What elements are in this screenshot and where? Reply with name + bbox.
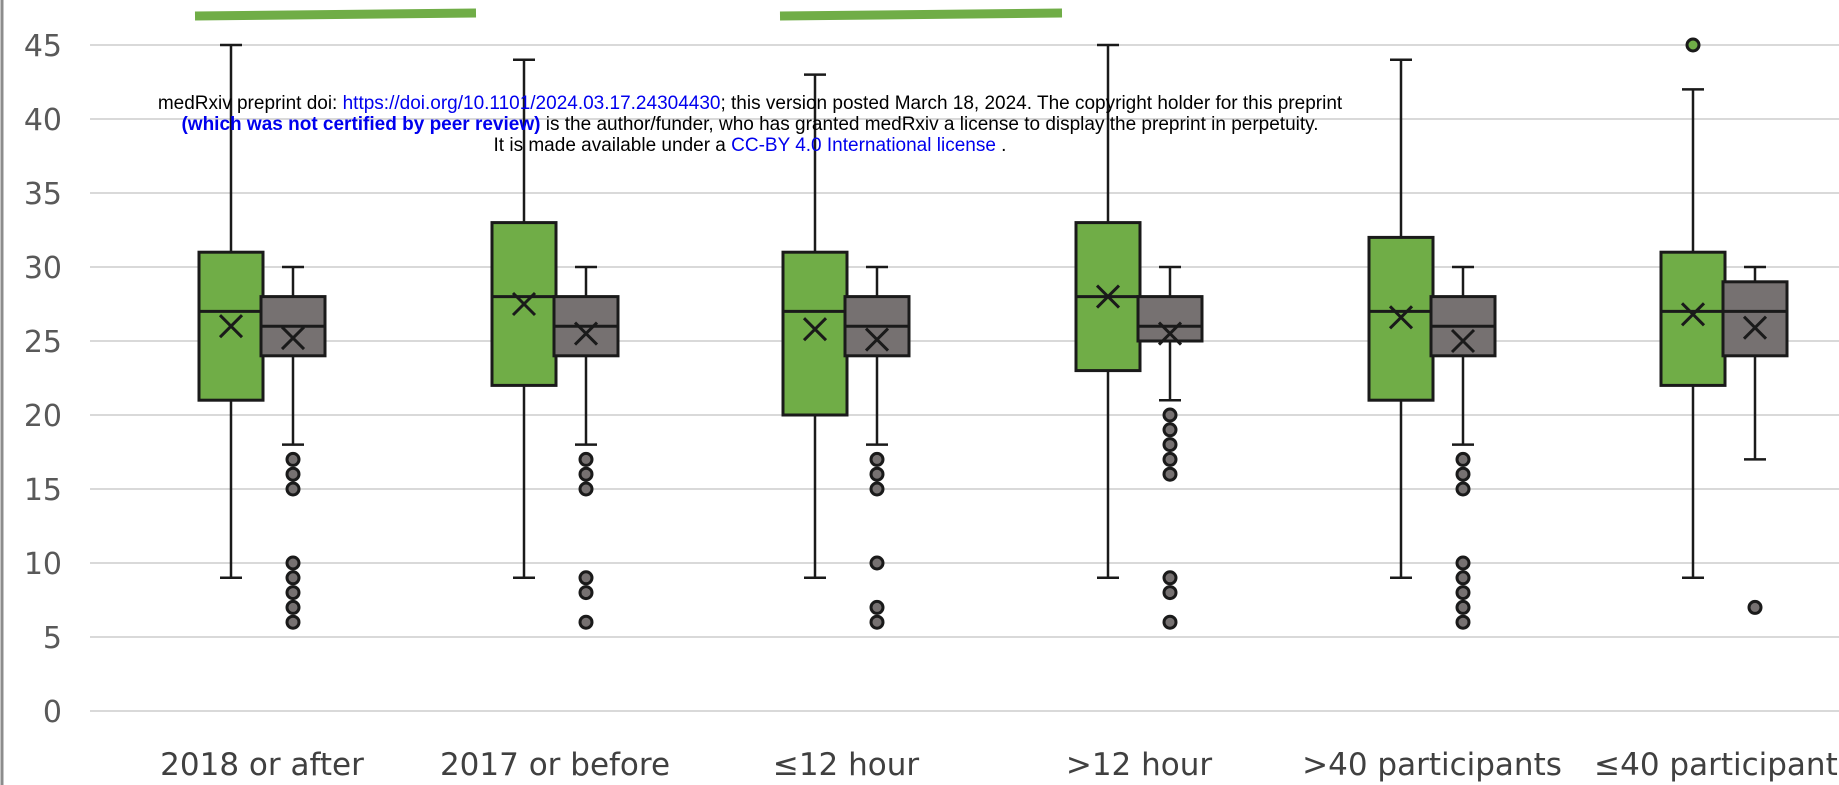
mean-marker (280, 325, 306, 351)
mean-marker (802, 317, 828, 342)
outlier-point (285, 451, 301, 467)
box-plot (552, 265, 620, 630)
outlier-point (869, 555, 885, 571)
preprint-notice-line2: (which was not certified by peer review)… (0, 114, 1500, 135)
mean-marker (1450, 328, 1476, 354)
notice-line1-prefix: medRxiv preprint doi: (157, 93, 343, 114)
box-plot (197, 43, 265, 580)
doi-link[interactable]: https://doi.org/10.1101/2024.03.17.24304… (342, 93, 721, 114)
outlier-point (1455, 555, 1471, 571)
outlier-point (285, 585, 301, 601)
outlier-point (1685, 37, 1701, 53)
x-axis-category-labels: 2018 or after 2017 or before ≤12 hour >12 h… (160, 747, 1839, 783)
outlier-point (285, 570, 301, 586)
x-category-label: >12 hour (1066, 747, 1213, 783)
y-tick-label: 25 (24, 325, 62, 360)
outlier-point (869, 481, 885, 497)
outlier-point (1455, 599, 1471, 615)
y-tick-label: 30 (24, 251, 62, 286)
outlier-point (1162, 422, 1178, 438)
box-plot (259, 265, 327, 630)
y-tick-label: 35 (24, 177, 62, 212)
outlier-point (1455, 570, 1471, 586)
y-tick-label: 5 (43, 621, 62, 656)
outlier-point (1455, 481, 1471, 497)
outlier-point (1455, 614, 1471, 630)
box-plot (1721, 265, 1789, 615)
outlier-point (285, 599, 301, 615)
outlier-point (1162, 407, 1178, 423)
box-plot (490, 58, 558, 580)
preprint-notice: medRxiv preprint doi: https://doi.org/10… (0, 93, 1500, 114)
peer-review-note: (which was not certified by peer review) (181, 114, 541, 135)
outlier-point (869, 466, 885, 482)
header-stripe-2 (779, 8, 1063, 21)
outlier-point (869, 451, 885, 467)
mean-marker (1388, 305, 1414, 330)
box-plot (1136, 265, 1204, 630)
outlier-point (1455, 451, 1471, 467)
mean-marker (1157, 321, 1183, 346)
outlier-point (1162, 614, 1178, 630)
box-plot (1429, 265, 1497, 630)
outlier-point (1162, 466, 1178, 482)
notice-line1-suffix: ; this version posted March 18, 2024. Th… (720, 93, 1343, 114)
outlier-point (285, 555, 301, 571)
mean-marker (573, 321, 599, 346)
x-category-label: 2018 or after (160, 747, 364, 783)
y-tick-label: 45 (24, 29, 62, 64)
mean-marker (218, 314, 244, 339)
box-plot (781, 73, 849, 580)
notice-line3-prefix: It is made available under a (493, 135, 732, 156)
y-tick-label: 40 (24, 103, 62, 138)
outlier-point (1162, 451, 1178, 467)
y-tick-label: 15 (24, 473, 62, 508)
x-category-label: 2017 or before (440, 747, 670, 783)
mean-marker (1680, 302, 1706, 327)
outlier-point (1455, 466, 1471, 482)
outlier-point (578, 585, 594, 601)
outlier-point (578, 570, 594, 586)
outlier-point (1162, 570, 1178, 586)
notice-line2-suffix: is the author/funder, who has granted me… (540, 114, 1319, 135)
gridlines (90, 44, 1839, 712)
box-plot (1367, 58, 1435, 580)
outlier-point (285, 466, 301, 482)
outlier-point (578, 466, 594, 482)
preprint-notice-line3: It is made available under a CC-BY 4.0 I… (0, 135, 1500, 156)
license-link[interactable]: CC-BY 4.0 International license (731, 135, 996, 156)
box-plot (1074, 43, 1142, 580)
box-plot (843, 265, 911, 630)
outlier-point (285, 481, 301, 497)
x-category-label: ≤12 hour (773, 747, 920, 783)
mean-marker (1742, 315, 1768, 340)
outlier-point (869, 599, 885, 615)
box-iqr (1721, 280, 1789, 358)
outlier-point (1455, 585, 1471, 601)
notice-line3-suffix: . (995, 135, 1007, 156)
y-axis-tick-labels: 0 5 10 15 20 25 30 35 40 45 (24, 29, 62, 730)
header-stripe-1 (194, 8, 477, 21)
mean-marker (864, 327, 890, 352)
x-category-label: >40 participants (1302, 747, 1562, 783)
x-category-label: ≤40 participants (1594, 747, 1839, 783)
y-tick-label: 20 (24, 399, 62, 434)
outlier-point (1162, 585, 1178, 601)
outlier-point (1162, 437, 1178, 453)
box-iqr (781, 250, 849, 417)
mean-marker (511, 291, 537, 317)
box-iqr (1659, 250, 1727, 387)
outlier-point (578, 614, 594, 630)
outlier-point (1747, 599, 1763, 615)
outlier-point (578, 451, 594, 467)
y-tick-label: 10 (24, 547, 62, 582)
outlier-point (578, 481, 594, 497)
boxes (197, 37, 1789, 630)
y-tick-label: 0 (43, 695, 62, 730)
mean-marker (1095, 284, 1121, 309)
outlier-point (285, 614, 301, 630)
outlier-point (869, 614, 885, 630)
